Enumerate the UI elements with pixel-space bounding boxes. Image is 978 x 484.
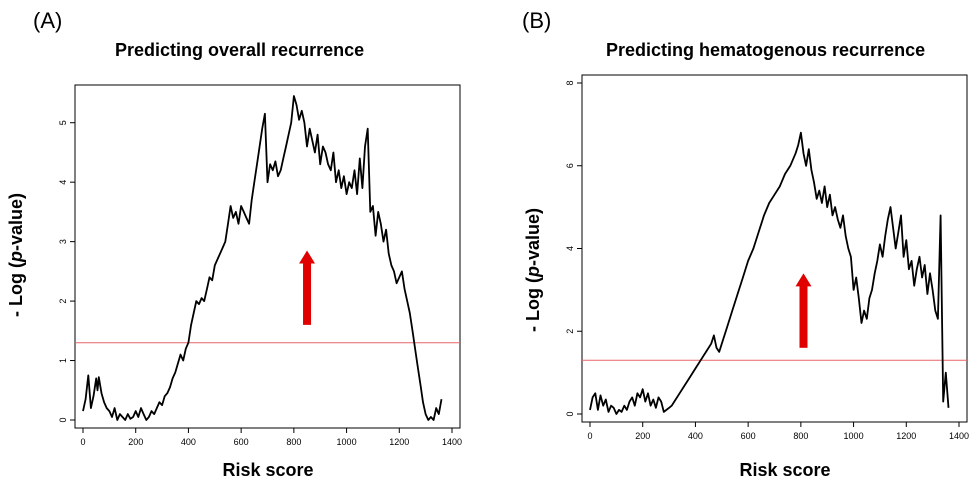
- panel-label-b: (B): [522, 8, 552, 33]
- x-axis-title: Risk score: [739, 460, 830, 480]
- x-tick-label: 600: [741, 431, 756, 441]
- x-tick-label: 0: [80, 437, 85, 447]
- y-tick-label: 0: [565, 411, 575, 416]
- x-axis-title: Risk score: [222, 460, 313, 480]
- red-arrow-head: [795, 273, 812, 287]
- chart-b-svg: 0 200 400 600 800 1000 1200 1400 0 2 4 6 8 Risk score…: [523, 74, 969, 480]
- x-tick-label: 200: [635, 431, 650, 441]
- y-tick-label: 4: [58, 180, 68, 185]
- x-tick-label: 1000: [844, 431, 864, 441]
- x-tick-label: 400: [688, 431, 703, 441]
- panel-label-a: (A): [33, 8, 63, 33]
- x-tick-label: 800: [286, 437, 301, 447]
- y-tick-label: 2: [565, 329, 575, 334]
- x-tick-label: 600: [234, 437, 249, 447]
- y-tick-label: 8: [565, 80, 575, 85]
- y-tick-label: 1: [58, 358, 68, 363]
- chart-panel-b: (B) Predicting hematogenous recurrence 0…: [489, 0, 978, 484]
- x-tick-label: 800: [793, 431, 808, 441]
- y-tick-label: 0: [58, 417, 68, 422]
- red-arrow-shaft: [799, 285, 808, 348]
- chart-title-a: Predicting overall recurrence: [115, 40, 365, 60]
- chart-a-svg: 0 200 400 600 800 1000 1200 1400 0 1 2 3 4 5 Risk scor…: [6, 84, 462, 480]
- red-arrow-shaft: [303, 262, 312, 325]
- red-arrow-head: [299, 250, 316, 264]
- series-line: [589, 131, 950, 415]
- x-tick-label: 1000: [337, 437, 357, 447]
- plot-frame: [74, 84, 461, 429]
- x-tick-label: 400: [181, 437, 196, 447]
- x-tick-label: 0: [587, 431, 592, 441]
- series-line: [82, 95, 443, 421]
- y-tick-label: 3: [58, 239, 68, 244]
- y-tick-label: 4: [565, 246, 575, 251]
- x-tick-label: 1400: [949, 431, 969, 441]
- y-tick-label: 6: [565, 163, 575, 168]
- x-tick-label: 1200: [389, 437, 409, 447]
- y-tick-label: 2: [58, 299, 68, 304]
- y-axis-title: - Log (p-value): [523, 208, 543, 332]
- chart-title-b: Predicting hematogenous recurrence: [606, 40, 926, 60]
- y-axis-title: - Log (p-value): [6, 193, 26, 317]
- y-tick-label: 5: [58, 120, 68, 125]
- x-tick-label: 1400: [442, 437, 462, 447]
- x-tick-label: 1200: [896, 431, 916, 441]
- chart-panel-a: (A) Predicting overall recurrence 0 200 40…: [6, 8, 462, 480]
- x-tick-label: 200: [128, 437, 143, 447]
- plot-frame: [581, 74, 968, 423]
